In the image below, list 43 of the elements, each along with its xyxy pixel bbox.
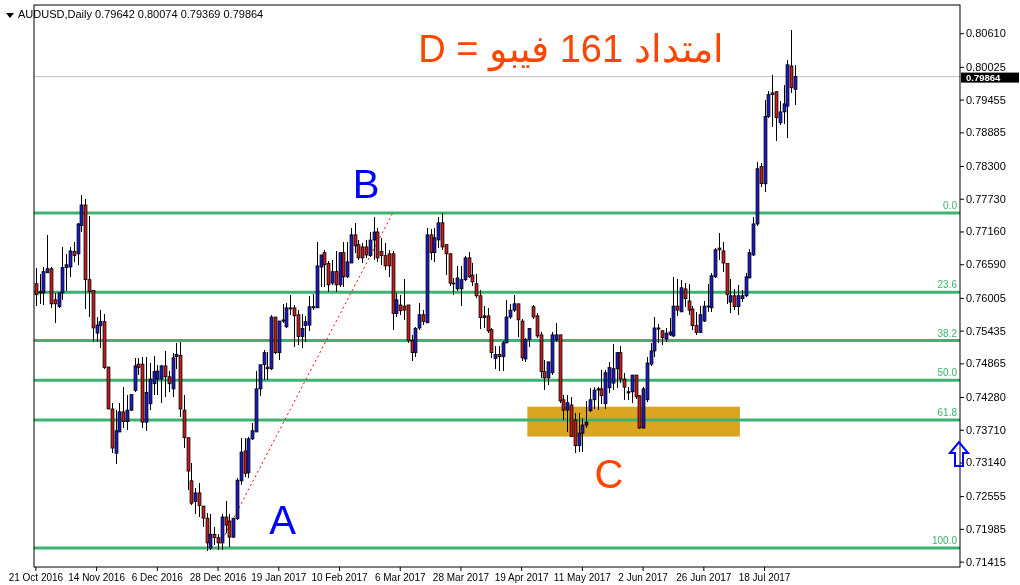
ref-line-label: 0.79864	[966, 72, 1002, 84]
y-tick-label: 0.76005	[966, 291, 1006, 304]
y-tick-label: 0.77730	[966, 192, 1006, 205]
y-tick-label: 0.79455	[966, 93, 1006, 106]
x-tick-label: 6 Mar 2017	[374, 572, 426, 583]
annotation: 100.0	[931, 535, 958, 547]
x-tick-label: 11 May 2017	[553, 572, 612, 583]
x-tick-label: 19 Jan 2017	[251, 572, 307, 583]
y-tick-label: 0.74865	[966, 357, 1006, 370]
annotation: امتداد 161 فيبو = D	[418, 28, 724, 72]
y-tick-label: 0.73710	[966, 423, 1006, 436]
annotation: B	[352, 162, 380, 206]
annotation: A	[269, 498, 297, 542]
y-tick-label: 0.80025	[966, 60, 1006, 73]
x-tick-label: 21 Oct 2016	[8, 572, 64, 583]
x-tick-label: 26 Jun 2017	[676, 572, 732, 583]
annotation: 0.0	[943, 200, 958, 212]
x-tick-label: 14 Nov 2016	[68, 572, 126, 583]
annotation: 23.6	[937, 279, 958, 291]
annotation: 61.8	[937, 406, 958, 418]
x-tick-label: 28 Mar 2017	[432, 572, 490, 583]
y-tick-label: 0.72555	[966, 490, 1006, 503]
annotation: 38.2	[937, 327, 958, 339]
x-tick-label: 18 Jul 2017	[738, 572, 791, 583]
y-tick-label: 0.73140	[966, 456, 1006, 469]
y-tick-label: 0.75435	[966, 324, 1006, 337]
y-tick-label: 0.80610	[966, 27, 1006, 40]
x-tick-label: 28 Dec 2016	[189, 572, 247, 583]
x-tick-label: 2 Jun 2017	[618, 572, 669, 583]
y-tick-label: 0.71415	[966, 555, 1006, 568]
x-tick-label: 10 Feb 2017	[311, 572, 369, 583]
x-tick-label: 6 Dec 2016	[131, 572, 184, 583]
y-tick-label: 0.76590	[966, 258, 1006, 271]
y-tick-label: 0.74280	[966, 390, 1006, 403]
y-tick-label: 0.71985	[966, 522, 1006, 535]
chart-title: AUDUSD,Daily 0.79642 0.80074 0.79369 0.79864	[18, 8, 264, 20]
y-tick-label: 0.78300	[966, 159, 1006, 172]
ref-line-labels: 0.79864	[961, 72, 1019, 84]
y-tick-label: 0.78885	[966, 126, 1006, 139]
x-tick-label: 19 Apr 2017	[494, 572, 550, 583]
annotation: 50.0	[937, 367, 958, 379]
annotation: C	[594, 452, 624, 496]
y-tick-label: 0.77160	[966, 225, 1006, 238]
